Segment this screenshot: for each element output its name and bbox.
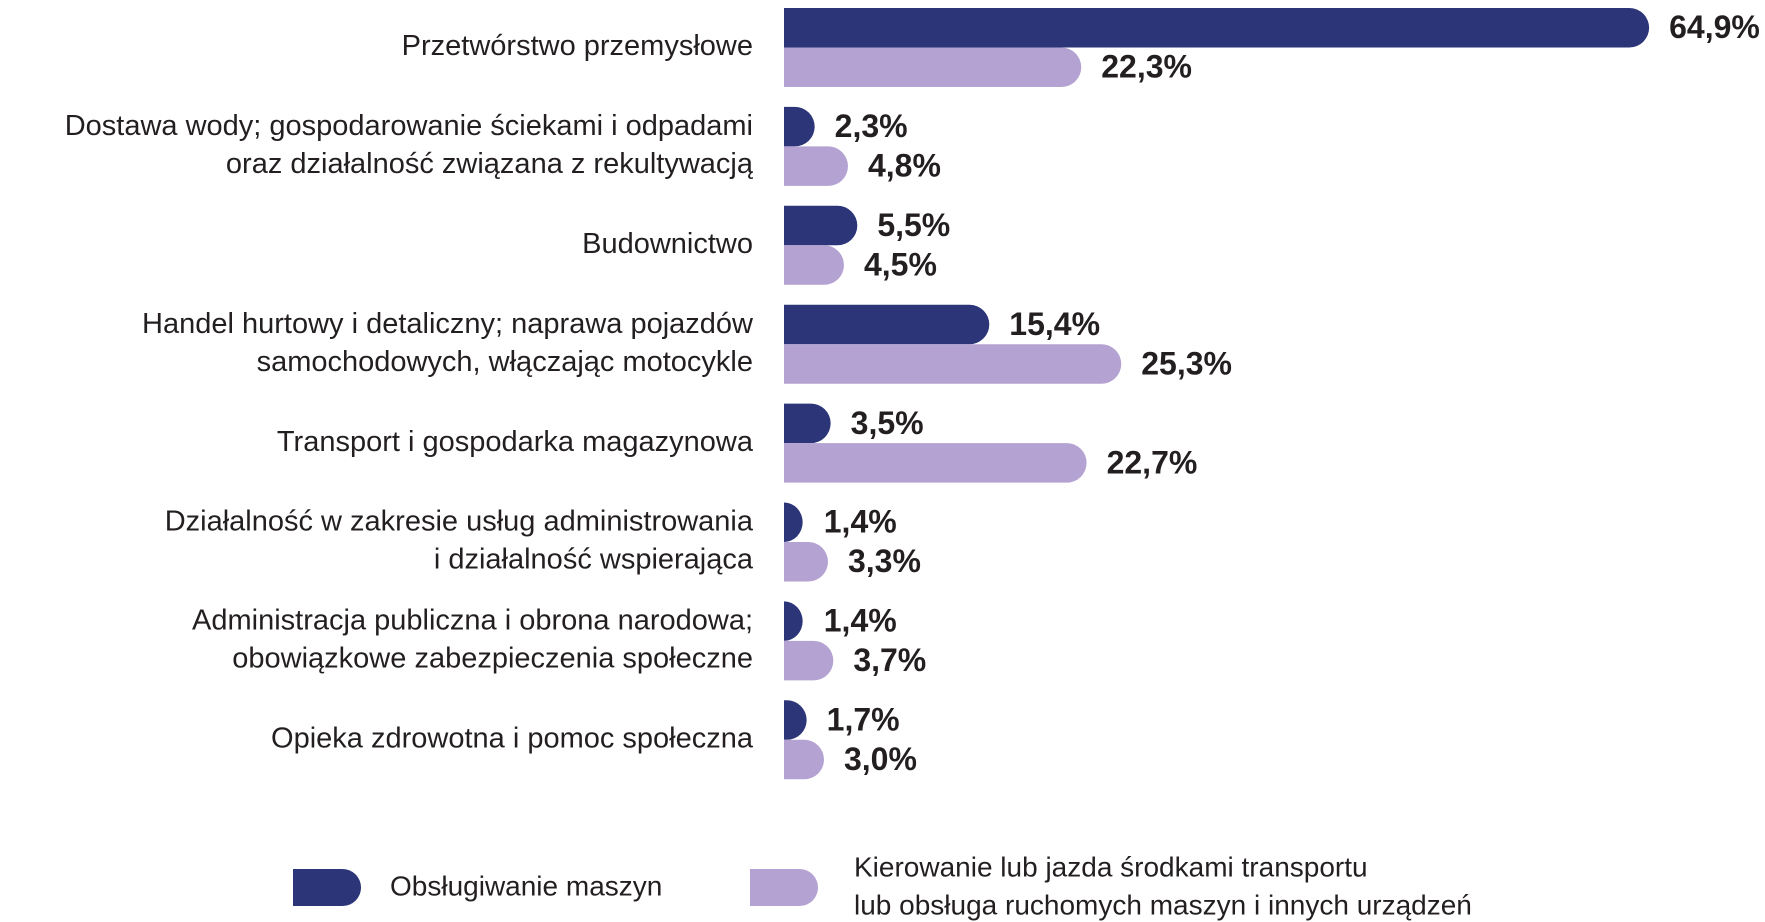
legend-label: lub obsługa ruchomych maszyn i innych ur…	[854, 889, 1472, 920]
bar	[784, 502, 803, 542]
value-label: 2,3%	[835, 108, 908, 144]
bar	[784, 403, 831, 444]
category-label: samochodowych, włączając motocykle	[257, 346, 753, 378]
value-label: 3,3%	[848, 543, 921, 579]
legend-label: Obsługiwanie maszyn	[390, 870, 662, 901]
bar	[784, 205, 858, 246]
category-label: Handel hurtowy i detaliczny; naprawa poj…	[142, 308, 754, 340]
bar	[784, 640, 834, 681]
bar	[783, 8, 1650, 48]
bar	[784, 443, 1087, 483]
value-label: 15,4%	[1009, 306, 1100, 342]
value-label: 1,4%	[824, 603, 897, 639]
legend-swatch	[293, 869, 361, 906]
value-label: 4,5%	[864, 247, 937, 283]
category-label: Dostawa wody; gospodarowanie ściekami i …	[65, 110, 753, 142]
value-label: 1,4%	[824, 504, 897, 540]
value-label: 1,7%	[827, 702, 900, 738]
bar	[784, 146, 848, 186]
value-label: 3,0%	[844, 741, 917, 777]
category-label: Działalność w zakresie usług administrow…	[165, 506, 754, 538]
category-label: Budownictwo	[582, 228, 753, 260]
value-label: 3,7%	[853, 642, 926, 678]
bar	[784, 304, 990, 345]
category-label: Transport i gospodarka magazynowa	[277, 426, 754, 458]
value-label: 22,7%	[1107, 444, 1198, 480]
legend-label: Kierowanie lub jazda środkami transportu	[854, 851, 1368, 882]
bar	[784, 245, 844, 285]
bar	[784, 700, 807, 740]
category-label: Przetwórstwo przemysłowe	[402, 30, 753, 62]
value-label: 22,3%	[1101, 49, 1192, 85]
bar	[784, 601, 803, 641]
legend-swatch	[750, 869, 818, 906]
category-label: oraz działalność związana z rekultywacją	[226, 148, 754, 180]
category-label: obowiązkowe zabezpieczenia społeczne	[232, 643, 753, 675]
bar	[784, 542, 828, 582]
category-label: Opieka zdrowotna i pomoc społeczna	[271, 722, 754, 754]
bar	[784, 47, 1082, 87]
value-label: 4,8%	[868, 148, 941, 184]
bar	[784, 739, 824, 780]
value-label: 25,3%	[1141, 345, 1232, 381]
value-label: 64,9%	[1669, 9, 1760, 45]
bar	[784, 344, 1122, 384]
category-label: Administracja publiczna i obrona narodow…	[192, 605, 753, 637]
value-label: 3,5%	[851, 405, 924, 441]
category-label: i działalność wspierająca	[434, 544, 754, 576]
value-label: 5,5%	[877, 207, 950, 243]
bar	[784, 106, 815, 147]
